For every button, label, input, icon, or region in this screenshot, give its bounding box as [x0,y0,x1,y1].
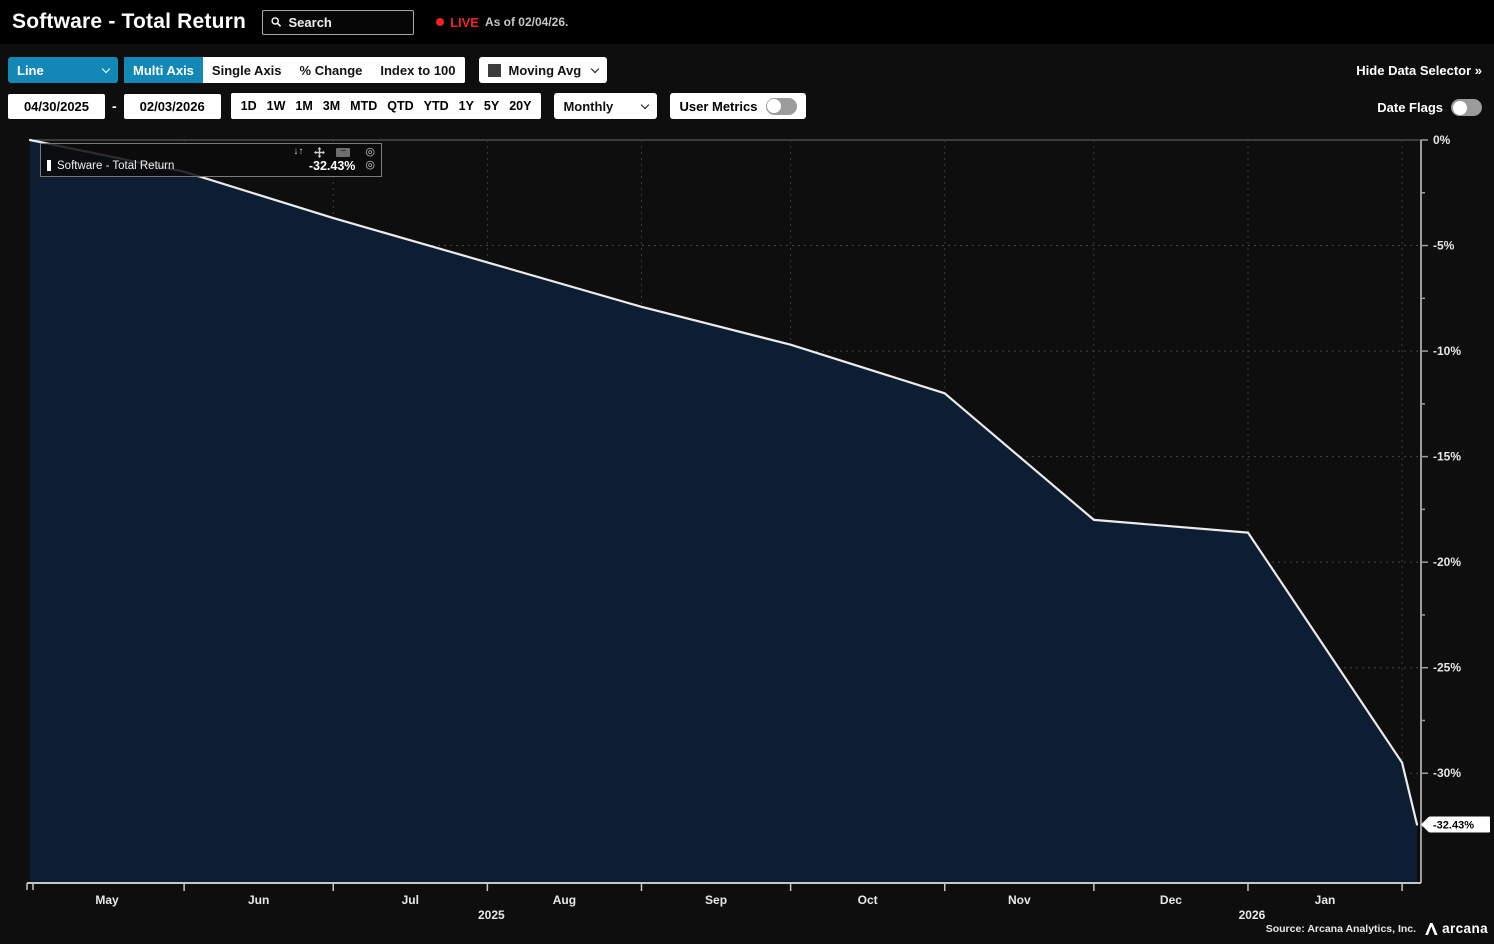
range-1m-button[interactable]: 1M [295,99,313,113]
legend-controls: ↓↑ − ◎ [47,146,375,158]
date-range-separator: - [112,98,117,114]
y-tick-label: -10% [1433,344,1461,358]
axis-mode-index-to-100-button[interactable]: Index to 100 [380,62,456,78]
series-line [28,138,1419,826]
x-month-label: Nov [1008,893,1031,907]
date-flags-control: Date Flags [1377,99,1482,116]
legend-series-row: Software - Total Return -32.43% ◎ [47,158,375,173]
last-value-label: -32.43% [1433,820,1474,832]
series-color-marker [47,160,51,171]
live-label: LIVE [450,14,479,30]
user-metrics-control: User Metrics [670,93,806,119]
axis-mode-group: Multi Axis Single Axis % Change Index to 10… [124,57,465,83]
chart-type-value: Line [17,62,44,78]
series-name: Software - Total Return [57,159,175,172]
range-qtd-button[interactable]: QTD [387,99,414,113]
x-month-label: Jul [402,893,419,907]
arcana-logo-icon [1425,922,1438,935]
date-flags-toggle[interactable] [1451,99,1482,116]
last-value-flag: -32.43% [1421,816,1490,833]
range-1w-button[interactable]: 1W [266,99,286,113]
search-input[interactable] [288,14,406,30]
x-month-label: Aug [553,893,576,907]
x-month-label: May [95,893,119,907]
toolbar-row-2: - 1D 1W 1M 3M MTD QTD YTD 1Y 5Y 20Y Monthly User … [8,93,1484,119]
x-month-label: Sep [705,893,727,907]
range-3m-button[interactable]: 3M [322,99,341,113]
x-month-label: Dec [1160,893,1182,907]
range-1d-button[interactable]: 1D [240,99,257,113]
chart-plot-area[interactable] [30,140,1421,883]
moving-avg-swatch-icon [487,63,501,77]
y-tick-label: -5% [1433,239,1455,253]
move-icon[interactable] [314,146,326,158]
hide-data-selector-link[interactable]: Hide Data Selector » [1356,63,1482,78]
series-value: -32.43% [308,158,356,173]
moving-avg-select[interactable]: Moving Avg [478,57,607,83]
x-month-label: Jun [248,893,269,907]
live-indicator: LIVE As of 02/04/26. [436,15,568,30]
total-return-chart: 0% -5% -10% -15% -20% -25% -30% May Jun Jul Aug Sep… [26,133,1490,922]
frequency-select[interactable]: Monthly [554,93,658,119]
chart-legend: ↓↑ − ◎ Software - Total Return -32.43% ◎ [40,143,382,177]
user-metrics-label: User Metrics [679,98,758,114]
search-icon [271,17,282,27]
axis-mode-multi-axis-button[interactable]: Multi Axis [124,57,203,83]
x-month-label: Jan [1315,893,1336,907]
chart-type-select[interactable]: Line [8,57,118,83]
visibility-eye-icon[interactable]: ◎ [365,159,375,171]
user-metrics-toggle[interactable] [765,97,797,115]
y-tick-label: -15% [1433,450,1461,464]
axis-mode--change-button[interactable]: % Change [299,62,363,78]
y-axis: 0% -5% -10% -15% -20% -25% -30% [1420,133,1461,883]
arcana-wordmark: arcana [1442,921,1488,936]
frequency-value: Monthly [563,98,614,114]
x-year-label: 2026 [1239,908,1266,922]
search-box[interactable] [262,9,415,35]
moving-avg-value: Moving Avg [508,62,582,78]
series-area [30,140,1417,883]
range-ytd-button[interactable]: YTD [423,99,449,113]
live-dot-icon [436,18,445,26]
app-header: Software - Total Return LIVE As of 02/04… [0,0,1494,44]
toolbar-row-1: Line Multi Axis Single Axis % Change Index … [8,57,1484,83]
range-5y-button[interactable]: 5Y [483,99,500,113]
range-1y-button[interactable]: 1Y [458,99,474,113]
focus-eye-icon[interactable]: ◎ [365,145,375,158]
y-tick-label: -25% [1433,661,1461,675]
source-attribution: Source: Arcana Analytics, Inc. [1265,922,1417,935]
chevron-down-icon [590,64,599,73]
date-to-input[interactable] [123,93,221,119]
chart-toolbar: Line Multi Axis Single Axis % Change Index … [0,44,1494,119]
chart-footer: Source: Arcana Analytics, Inc. arcana [1266,921,1488,936]
range-mtd-button[interactable]: MTD [350,99,378,113]
axis-mode-single-axis-button[interactable]: Single Axis [211,62,282,78]
chevron-down-icon [101,64,111,73]
sort-icon[interactable]: ↓↑ [293,146,304,157]
range-button-group: 1D 1W 1M 3M MTD QTD YTD 1Y 5Y 20Y [230,93,542,119]
x-axis: May Jun Jul Aug Sep Oct Nov Dec Jan 2025 2026 [26,882,1421,922]
x-year-label: 2025 [478,908,505,922]
x-month-label: Oct [858,893,878,907]
page-title: Software - Total Return [12,10,247,33]
y-tick-label: -30% [1433,766,1461,780]
collapse-icon[interactable]: − [336,147,351,157]
as-of-label: As of 02/04/26. [484,15,569,29]
y-tick-label: -20% [1433,555,1461,569]
arcana-brand: arcana [1425,921,1488,936]
date-from-input[interactable] [8,93,105,119]
chevron-down-icon [641,100,650,109]
y-tick-label: 0% [1433,133,1451,147]
range-20y-button[interactable]: 20Y [509,99,532,113]
date-flags-label: Date Flags [1377,100,1443,115]
